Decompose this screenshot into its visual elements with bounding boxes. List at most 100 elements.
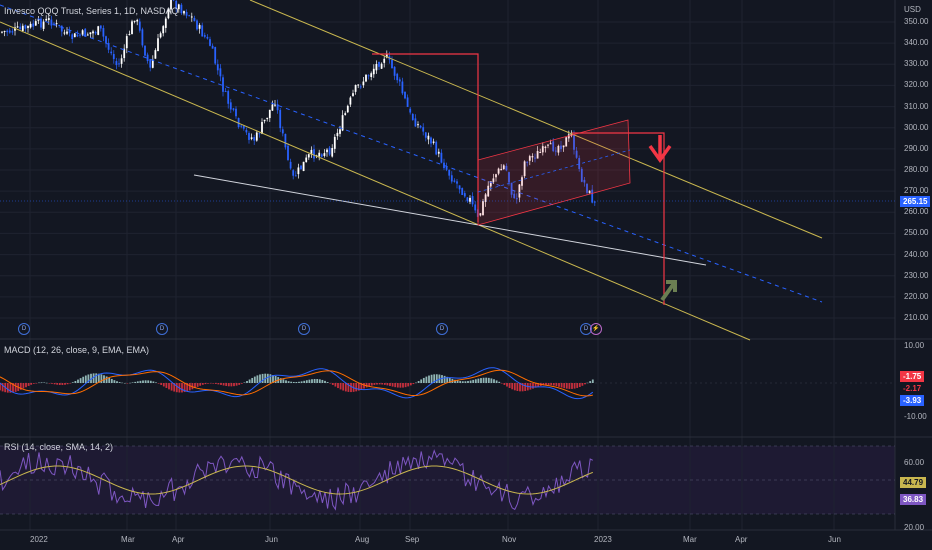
rsi-sma-tag: 44.79: [900, 477, 927, 488]
macd-histogram-bar: [568, 383, 571, 389]
candle-body: [66, 31, 68, 34]
macd-histogram-bar: [513, 383, 516, 391]
rsi-tick-bottom: 20.00: [904, 523, 925, 532]
macd-histogram-bar: [446, 376, 449, 383]
candle-body: [562, 145, 565, 148]
macd-histogram-bar: [30, 383, 33, 385]
macd-histogram-bar: [389, 383, 391, 386]
macd-histogram-bar: [581, 383, 584, 386]
macd-tick-top: 10.00: [904, 341, 925, 350]
macd-histogram-bar: [142, 380, 144, 383]
time-tick-label: Jun: [828, 535, 841, 544]
macd-histogram-bar: [74, 381, 77, 383]
candle-body: [245, 129, 248, 133]
macd-histogram-bar: [160, 383, 163, 385]
candle-body: [531, 156, 534, 158]
macd-histogram-bar: [152, 381, 155, 383]
macd-histogram-bar: [324, 380, 326, 383]
candle-body: [73, 33, 76, 38]
macd-histogram-bar: [139, 380, 142, 383]
time-tick-label: Mar: [683, 535, 697, 544]
time-tick-label: Nov: [502, 535, 517, 544]
candle-body: [346, 105, 349, 113]
candle-body: [99, 25, 102, 29]
macd-histogram-bar: [308, 379, 311, 383]
macd-histogram-bar: [90, 373, 92, 383]
candle-body: [534, 157, 536, 159]
macd-histogram-bar: [113, 380, 116, 383]
candle-body: [515, 198, 518, 200]
midline-dashed: [0, 4, 823, 303]
candle-body: [21, 25, 24, 32]
candle-body: [263, 119, 266, 122]
candle-body: [541, 146, 544, 153]
macd-histogram-bar: [545, 383, 547, 386]
macd-histogram-bar: [433, 374, 436, 383]
macd-histogram-bar: [474, 379, 477, 383]
candle-body: [232, 108, 235, 110]
lower-channel-line: [0, 21, 751, 341]
macd-histogram-bar: [357, 383, 360, 391]
macd-histogram-bar: [344, 383, 347, 392]
macd-histogram-bar: [285, 380, 287, 383]
candle-body: [560, 145, 562, 150]
dividend-marker[interactable]: D: [18, 323, 30, 335]
macd-histogram-bar: [243, 382, 246, 383]
candle-body: [573, 134, 575, 150]
candle-body: [138, 21, 141, 31]
candle-body: [34, 21, 37, 26]
candle-body: [586, 183, 588, 193]
candle-body: [190, 16, 193, 18]
candle-body: [313, 149, 315, 159]
candle-body: [125, 36, 128, 49]
candle-body: [151, 59, 154, 68]
candle-body: [367, 75, 370, 77]
candle-body: [396, 73, 399, 81]
macd-hist-tag: -2.17: [900, 383, 925, 394]
time-tick-label: Apr: [172, 535, 185, 544]
candle-body: [554, 150, 557, 152]
macd-histogram-bar: [467, 380, 469, 383]
price-unit: USD: [904, 5, 921, 14]
price-tick-label: 250.00: [904, 228, 929, 238]
macd-histogram-bar: [45, 382, 48, 384]
candle-body: [339, 129, 341, 134]
candle-body: [591, 189, 594, 203]
candle-body: [383, 58, 386, 63]
macd-histogram-bar: [402, 383, 404, 388]
macd-histogram-bar: [417, 381, 420, 383]
candle-body: [435, 141, 438, 155]
candle-body: [510, 182, 513, 195]
candle-body: [47, 18, 50, 20]
dividend-marker[interactable]: D: [156, 323, 168, 335]
macd-histogram-bar: [196, 383, 199, 387]
candle-body: [450, 175, 453, 182]
candle-body: [89, 32, 92, 35]
macd-histogram-bar: [493, 379, 495, 383]
macd-histogram-bar: [129, 382, 131, 384]
candle-body: [557, 145, 560, 153]
candle-body: [445, 166, 448, 170]
macd-histogram-bar: [316, 379, 319, 383]
macd-histogram-bar: [126, 383, 129, 384]
candle-body: [352, 93, 354, 96]
candle-body: [198, 24, 201, 29]
price-tick-label: 310.00: [904, 101, 929, 111]
macd-histogram-bar: [485, 377, 488, 383]
candle-body: [448, 169, 451, 176]
dividend-marker[interactable]: D: [298, 323, 310, 335]
candle-body: [372, 68, 375, 75]
candle-body: [107, 42, 110, 50]
candle-body: [63, 32, 66, 34]
earnings-marker[interactable]: ⚡: [590, 323, 602, 335]
candle-body: [102, 28, 105, 37]
rising-channel-mid: [477, 149, 631, 193]
candle-body: [8, 30, 11, 33]
dividend-marker[interactable]: D: [436, 323, 448, 335]
rsi-sma-line: [0, 465, 593, 495]
price-tick-label: 300.00: [904, 122, 929, 132]
macd-histogram-bar: [105, 376, 108, 383]
macd-histogram-bar: [578, 383, 581, 387]
